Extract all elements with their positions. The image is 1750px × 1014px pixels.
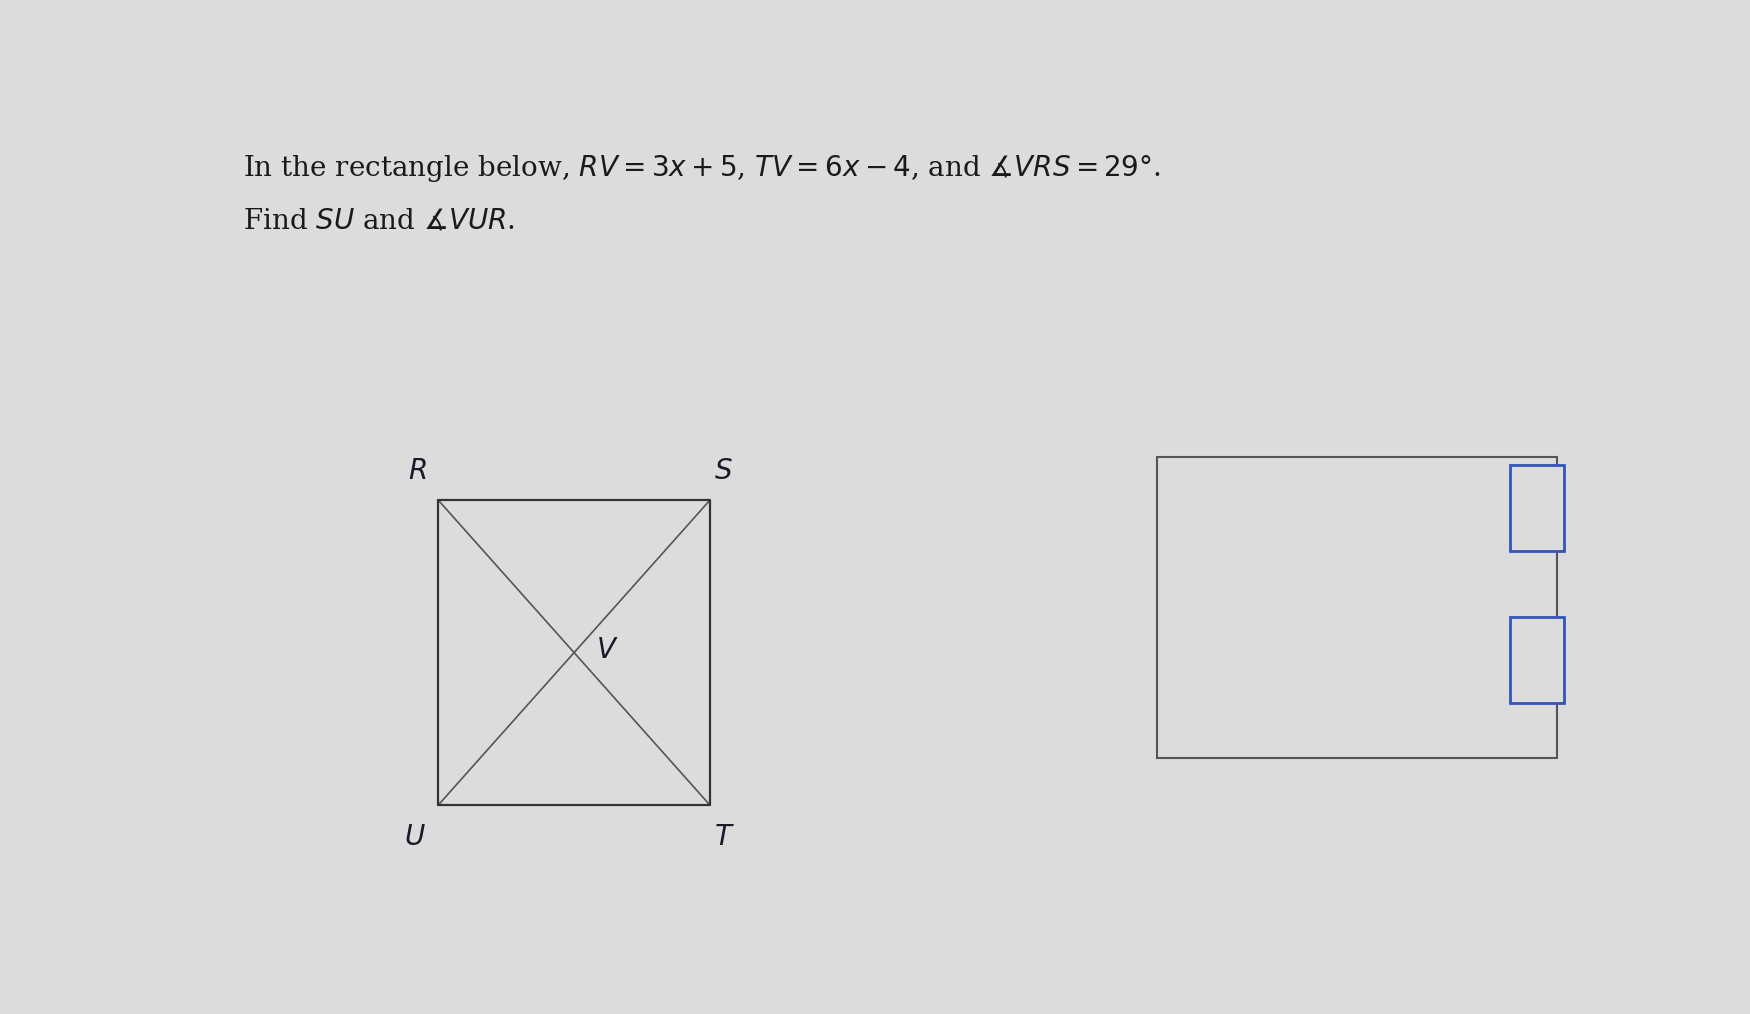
Text: Find $SU$ and $\measuredangle VUR$.: Find $SU$ and $\measuredangle VUR$. <box>243 208 514 234</box>
Text: $T$: $T$ <box>714 824 735 852</box>
Text: $R$: $R$ <box>408 457 427 485</box>
Text: $SU$ =: $SU$ = <box>1228 503 1298 529</box>
Text: $U$: $U$ <box>404 824 427 852</box>
Text: $V$: $V$ <box>595 637 618 664</box>
Text: $\measuredangle VUR$ =: $\measuredangle VUR$ = <box>1169 647 1283 674</box>
Text: $S$: $S$ <box>714 457 733 485</box>
Text: In the rectangle below, $RV=3x+5$, $TV=6x-4$, and $\measuredangle VRS=29°$.: In the rectangle below, $RV=3x+5$, $TV=6… <box>243 153 1160 184</box>
FancyBboxPatch shape <box>1510 465 1564 551</box>
FancyBboxPatch shape <box>1510 618 1564 704</box>
FancyBboxPatch shape <box>1157 457 1558 758</box>
